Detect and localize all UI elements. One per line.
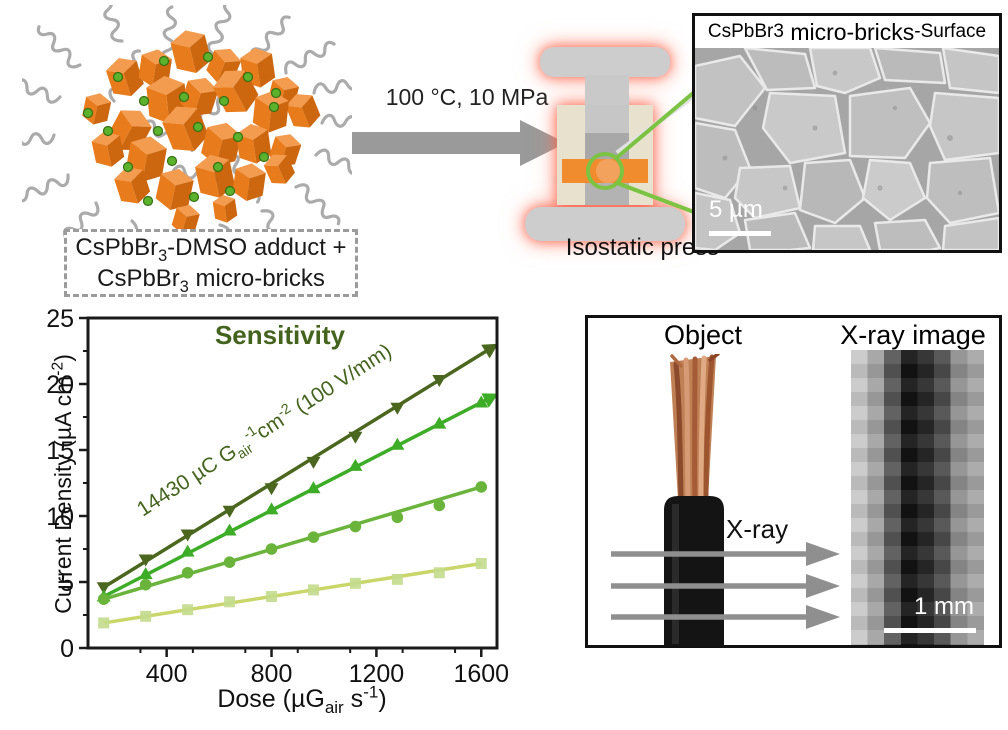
xray-radiograph: 1 mm — [851, 350, 984, 645]
series-line — [103, 561, 482, 625]
data-point — [139, 578, 152, 591]
series-arrowhead — [481, 393, 499, 408]
y-tick-label: 15 — [46, 437, 74, 465]
y-tick-label: 20 — [46, 371, 74, 399]
data-point — [180, 529, 195, 542]
chart-x-axis-label: Dose (µGair s-1) — [217, 682, 387, 717]
data-point — [349, 520, 362, 533]
process-arrow-icon — [352, 120, 566, 166]
data-point — [265, 543, 278, 555]
series-line — [103, 485, 482, 601]
cluster-caption: CsPbBr3-DMSO adduct + CsPbBr3 micro-bric… — [64, 229, 358, 297]
data-point — [390, 402, 405, 415]
data-point — [181, 566, 194, 579]
xray-scalebar-label: 1 mm — [914, 593, 974, 620]
data-point — [349, 577, 361, 589]
data-point — [475, 481, 488, 493]
cluster-caption-line1: CsPbBr3-DMSO adduct + — [75, 234, 347, 265]
data-point — [306, 481, 321, 494]
sem-image: 5 µm — [695, 48, 999, 250]
y-tick-label: 25 — [46, 305, 74, 333]
data-point — [433, 499, 446, 512]
chart-title: Sensitivity — [214, 320, 346, 350]
wire-photo — [664, 354, 724, 646]
x-tick-label: 1200 — [349, 660, 405, 688]
sem-panel: CsPbBr 3 micro-bricks -Surface — [692, 13, 1002, 253]
data-point — [138, 554, 153, 567]
x-tick-label: 800 — [251, 660, 293, 688]
data-point — [432, 416, 447, 429]
sensitivity-chart: 400 800 1200 1600 0 5 10 15 20 25 Sensitivity Cur… — [30, 300, 530, 725]
data-point — [140, 610, 152, 622]
data-point — [224, 596, 236, 608]
data-point — [348, 458, 363, 471]
x-tick-label: 400 — [146, 660, 188, 688]
y-tick-label: 5 — [60, 569, 74, 597]
sem-scalebar — [709, 231, 771, 236]
chart-y-axis-label: Current Density (µA cm-2) — [49, 354, 76, 614]
orange-microbricks — [80, 26, 324, 238]
data-point — [433, 567, 445, 579]
data-point — [391, 573, 403, 585]
sem-title: CsPbBr 3 micro-bricks -Surface — [695, 16, 999, 48]
data-point — [264, 483, 279, 496]
process-conditions: 100 °C, 10 MPa — [385, 84, 549, 110]
data-point — [475, 558, 487, 570]
data-point — [306, 456, 321, 469]
data-point — [180, 544, 195, 557]
data-point — [474, 395, 489, 408]
data-point — [266, 591, 278, 603]
data-point — [97, 593, 110, 605]
data-point — [182, 604, 194, 616]
xray-image-title: X-ray image — [840, 320, 986, 350]
data-point — [222, 523, 237, 536]
data-point — [390, 437, 405, 450]
xray-beam-label: X-ray — [726, 514, 789, 544]
microbrick-cluster-illustration — [22, 5, 352, 240]
isostatic-press-illustration — [505, 35, 720, 250]
x-tick-label: 1600 — [453, 660, 509, 688]
data-point — [222, 505, 237, 518]
data-point — [96, 582, 111, 595]
data-point — [348, 431, 363, 444]
cluster-caption-line2: CsPbBr3 micro-bricks — [97, 265, 325, 296]
press-piston — [585, 75, 629, 109]
sem-scalebar-label: 5 µm — [709, 196, 763, 223]
series-line — [102, 345, 494, 589]
data-point — [307, 584, 319, 596]
xray-beam-arrows — [611, 542, 840, 629]
y-tick-label: 0 — [60, 635, 74, 663]
data-point — [432, 375, 447, 388]
object-title: Object — [663, 320, 743, 350]
data-point — [264, 502, 279, 515]
data-point — [307, 531, 320, 543]
green-dots — [82, 51, 282, 207]
series-line — [102, 394, 494, 599]
y-tick-label: 10 — [46, 503, 74, 531]
xray-panel: Object X-ray image X-ray 1 mm — [585, 315, 1002, 648]
data-point — [98, 617, 110, 629]
data-point — [138, 567, 153, 580]
xray-scalebar — [884, 628, 976, 633]
chart-frame — [86, 316, 499, 650]
data-point — [223, 556, 236, 568]
chart-plot-area: 400 800 1200 1600 0 5 10 15 20 25 — [46, 305, 509, 688]
data-point — [391, 511, 404, 524]
series-arrowhead — [481, 343, 499, 359]
